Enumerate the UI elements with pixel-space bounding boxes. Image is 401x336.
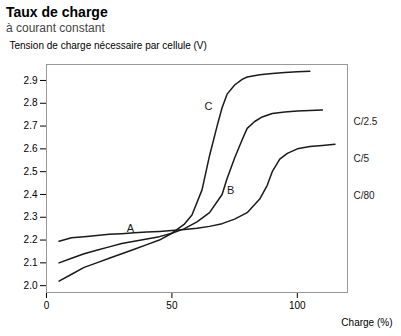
svg-text:C/2.5: C/2.5 [354, 116, 378, 127]
svg-text:2.5: 2.5 [24, 166, 38, 177]
svg-text:2.1: 2.1 [24, 257, 38, 268]
svg-text:C: C [205, 100, 213, 112]
svg-text:C/80: C/80 [354, 190, 376, 201]
svg-text:2.8: 2.8 [24, 97, 38, 108]
svg-text:2.4: 2.4 [24, 189, 38, 200]
svg-text:100: 100 [289, 300, 306, 311]
html-text:à courant constant: à courant constant [6, 21, 105, 35]
svg-text:0: 0 [44, 300, 50, 311]
svg-text:C/5: C/5 [354, 153, 370, 164]
svg-text:2.2: 2.2 [24, 234, 38, 245]
svg-text:2.3: 2.3 [24, 211, 38, 222]
svg-text:2.7: 2.7 [24, 120, 38, 131]
svg-text:Tension de charge nécessaire p: Tension de charge nécessaire par cellule… [10, 40, 207, 51]
html-text:Taux de charge: Taux de charge [6, 4, 108, 20]
svg-text:2.6: 2.6 [24, 143, 38, 154]
svg-text:2.9: 2.9 [24, 75, 38, 86]
svg-text:A: A [127, 222, 135, 234]
svg-text:50: 50 [166, 300, 178, 311]
svg-text:B: B [227, 184, 234, 196]
svg-text:Charge (%): Charge (%) [341, 317, 392, 328]
svg-text:2.0: 2.0 [24, 280, 38, 291]
